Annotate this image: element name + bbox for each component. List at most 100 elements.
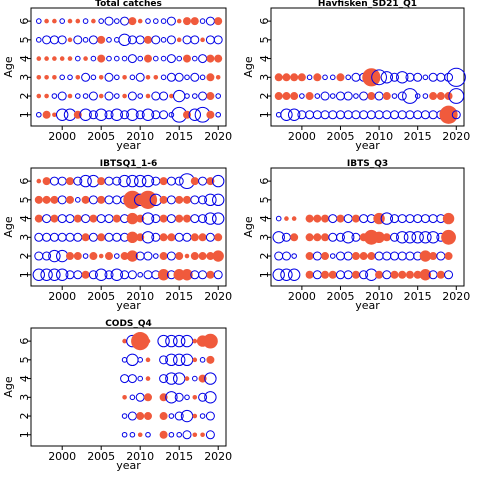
positive-residual-point bbox=[321, 214, 330, 223]
negative-residual-point bbox=[335, 110, 345, 120]
x-tick-label: 2020 bbox=[204, 450, 232, 463]
negative-residual-point bbox=[153, 253, 159, 259]
negative-residual-point bbox=[204, 391, 217, 404]
panel-title: CODS_Q4 bbox=[105, 319, 152, 329]
positive-residual-point bbox=[67, 56, 73, 61]
negative-residual-point bbox=[312, 251, 322, 261]
positive-residual-point bbox=[75, 75, 81, 80]
y-tick-label: 6 bbox=[18, 178, 31, 185]
positive-residual-point bbox=[215, 75, 221, 80]
y-tick-label: 5 bbox=[18, 356, 31, 363]
positive-residual-point bbox=[183, 54, 191, 63]
negative-residual-point bbox=[49, 232, 59, 242]
negative-residual-point bbox=[42, 35, 52, 45]
positive-residual-point bbox=[200, 432, 205, 438]
negative-residual-point bbox=[391, 93, 398, 99]
negative-residual-point bbox=[168, 413, 175, 419]
negative-residual-point bbox=[329, 93, 336, 99]
positive-residual-point bbox=[145, 376, 151, 381]
x-tick-label: 2010 bbox=[126, 130, 154, 143]
negative-residual-point bbox=[390, 251, 400, 261]
negative-residual-point bbox=[96, 214, 106, 224]
positive-residual-point bbox=[126, 212, 139, 225]
y-tick-label: 3 bbox=[18, 394, 31, 401]
negative-residual-point bbox=[159, 110, 169, 120]
negative-residual-point bbox=[32, 268, 45, 281]
positive-residual-point bbox=[34, 195, 43, 204]
positive-residual-point bbox=[145, 338, 151, 344]
negative-residual-point bbox=[314, 93, 321, 99]
positive-residual-point bbox=[181, 269, 193, 281]
negative-residual-point bbox=[353, 93, 359, 99]
positive-residual-point bbox=[144, 393, 152, 402]
negative-residual-point bbox=[110, 108, 124, 121]
positive-residual-point bbox=[97, 195, 106, 204]
positive-residual-point bbox=[183, 195, 191, 204]
positive-residual-point bbox=[153, 75, 159, 80]
x-tick-label: 2015 bbox=[404, 130, 432, 143]
positive-residual-point bbox=[214, 54, 223, 63]
positive-residual-point bbox=[328, 270, 337, 279]
negative-residual-point bbox=[34, 232, 44, 242]
negative-residual-point bbox=[135, 35, 145, 45]
negative-residual-point bbox=[166, 251, 176, 261]
negative-residual-point bbox=[176, 55, 182, 62]
positive-residual-point bbox=[297, 73, 306, 82]
negative-residual-point bbox=[188, 108, 202, 121]
positive-residual-point bbox=[89, 214, 98, 223]
positive-residual-point bbox=[206, 355, 215, 364]
x-tick-label: 2005 bbox=[326, 290, 354, 303]
y-axis-label: Age bbox=[2, 216, 15, 238]
negative-residual-point bbox=[145, 431, 151, 438]
positive-residual-point bbox=[405, 270, 414, 279]
negative-residual-point bbox=[137, 271, 143, 278]
negative-residual-point bbox=[151, 35, 161, 45]
negative-residual-point bbox=[428, 72, 438, 82]
positive-residual-point bbox=[169, 93, 174, 99]
positive-residual-point bbox=[145, 75, 151, 80]
positive-residual-point bbox=[190, 177, 199, 186]
negative-residual-point bbox=[165, 391, 178, 404]
negative-residual-point bbox=[151, 214, 161, 224]
positive-residual-point bbox=[67, 93, 73, 99]
positive-residual-point bbox=[321, 270, 330, 279]
negative-residual-point bbox=[88, 270, 98, 280]
negative-residual-point bbox=[56, 268, 69, 281]
negative-residual-point bbox=[182, 35, 192, 45]
positive-residual-point bbox=[336, 73, 345, 82]
negative-residual-point bbox=[411, 231, 424, 244]
negative-residual-point bbox=[426, 231, 440, 244]
negative-residual-point bbox=[428, 214, 438, 224]
panel-title: IBTS_Q3 bbox=[347, 159, 388, 169]
negative-residual-point bbox=[272, 231, 285, 244]
negative-residual-point bbox=[420, 214, 430, 224]
negative-residual-point bbox=[342, 231, 355, 244]
negative-residual-point bbox=[88, 91, 98, 101]
positive-residual-point bbox=[44, 93, 49, 99]
negative-residual-point bbox=[73, 270, 83, 280]
x-axis-label: year bbox=[116, 139, 141, 152]
negative-residual-point bbox=[280, 268, 293, 281]
negative-residual-point bbox=[390, 214, 400, 224]
negative-residual-point bbox=[174, 232, 184, 242]
positive-residual-point bbox=[137, 18, 143, 24]
positive-residual-point bbox=[413, 270, 422, 279]
positive-residual-point bbox=[190, 252, 199, 261]
negative-residual-point bbox=[40, 268, 53, 281]
negative-residual-point bbox=[371, 69, 387, 86]
negative-residual-point bbox=[180, 353, 194, 367]
negative-residual-point bbox=[413, 110, 423, 120]
negative-residual-point bbox=[56, 108, 69, 121]
negative-residual-point bbox=[104, 16, 114, 26]
panel-0: Total catches 2000 2005 2010 2015 2020 1 2 3 4 5 6 y… bbox=[2, 0, 232, 152]
negative-residual-point bbox=[396, 231, 409, 244]
positive-residual-point bbox=[66, 177, 74, 186]
x-tick-label: 2005 bbox=[326, 130, 354, 143]
positive-residual-point bbox=[305, 233, 314, 242]
negative-residual-point bbox=[173, 89, 186, 103]
positive-residual-point bbox=[67, 37, 73, 43]
negative-residual-point bbox=[67, 74, 73, 81]
negative-residual-point bbox=[75, 93, 81, 99]
y-tick-label: 3 bbox=[18, 234, 31, 241]
negative-residual-point bbox=[126, 108, 139, 121]
